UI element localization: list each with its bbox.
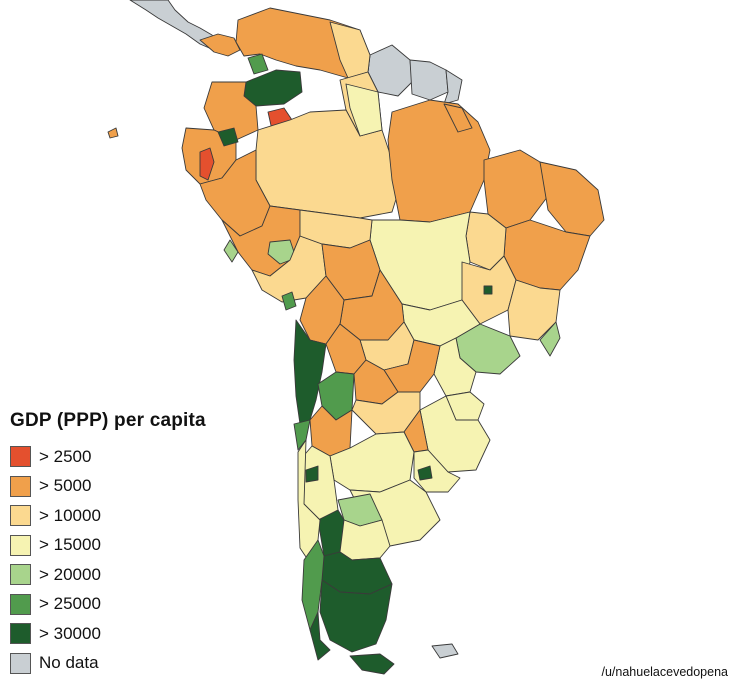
- legend-label: > 5000: [39, 476, 92, 496]
- region-colombia-dark: [243, 69, 303, 107]
- legend-label: > 15000: [39, 535, 101, 555]
- legend-swatch: [10, 475, 31, 497]
- legend-label: No data: [39, 653, 99, 673]
- region-french-guiana: [443, 69, 463, 105]
- region-colombia-green-1: [247, 53, 269, 75]
- region-peru-green: [267, 239, 297, 265]
- legend-swatch: [10, 593, 31, 615]
- region-maranhao: [483, 149, 549, 229]
- region-ecuador-red: [199, 147, 215, 181]
- region-peru-south-green: [281, 291, 297, 311]
- legend-swatch: [10, 564, 31, 586]
- legend-item: > 25000: [10, 590, 240, 620]
- region-ecuador-dark: [217, 127, 239, 147]
- legend-item: > 30000: [10, 619, 240, 649]
- region-suriname: [409, 59, 449, 101]
- legend-swatch: [10, 623, 31, 645]
- legend-title: GDP (PPP) per capita: [10, 410, 206, 431]
- legend-swatch: [10, 505, 31, 527]
- legend-swatch: [10, 446, 31, 468]
- legend-rows: > 2500 > 5000 > 10000 > 15000 > 20000 > 25000…: [10, 442, 240, 678]
- legend-item: No data: [10, 649, 240, 679]
- legend-label: > 30000: [39, 623, 101, 643]
- region-ceara: [539, 161, 605, 237]
- region-amapa: [443, 103, 473, 133]
- legend-item: > 2500: [10, 442, 240, 472]
- legend-item: > 5000: [10, 472, 240, 502]
- legend-label: > 20000: [39, 564, 101, 584]
- region-espirito-santo: [539, 321, 561, 357]
- region-para: [387, 99, 491, 223]
- legend-swatch: [10, 534, 31, 556]
- region-malvinas: [431, 643, 459, 659]
- legend-label: > 25000: [39, 594, 101, 614]
- legend-item: > 10000: [10, 501, 240, 531]
- legend-label: > 10000: [39, 505, 101, 525]
- credit-text: /u/nahuelacevedopena: [601, 665, 728, 679]
- legend-label: > 2500: [39, 446, 92, 466]
- region-galapagos: [107, 127, 119, 139]
- region-tierra-del-fuego: [349, 653, 395, 675]
- region-roraima: [345, 83, 383, 137]
- region-rio-negro: [339, 519, 391, 561]
- region-chile-south: [301, 539, 325, 631]
- region-santa-cruz-arg: [319, 579, 393, 653]
- region-minas: [507, 279, 561, 341]
- region-montevideo: [417, 465, 433, 481]
- region-panama: [199, 33, 241, 57]
- region-magallanes: [309, 611, 331, 661]
- region-parana: [433, 337, 477, 397]
- legend-swatch: [10, 652, 31, 674]
- legend: GDP (PPP) per capita > 2500 > 5000 > 10000…: [10, 410, 240, 678]
- legend-item: > 20000: [10, 560, 240, 590]
- region-brasilia: [483, 285, 493, 295]
- region-chile-north: [293, 319, 327, 425]
- region-mendoza-dark: [305, 465, 319, 483]
- region-peru-lima: [223, 239, 239, 263]
- region-uruguay: [413, 449, 461, 493]
- region-argentina-cordoba: [329, 431, 415, 493]
- legend-item: > 15000: [10, 531, 240, 561]
